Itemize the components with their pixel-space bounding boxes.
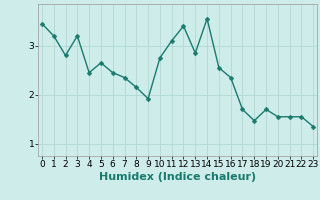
X-axis label: Humidex (Indice chaleur): Humidex (Indice chaleur): [99, 172, 256, 182]
